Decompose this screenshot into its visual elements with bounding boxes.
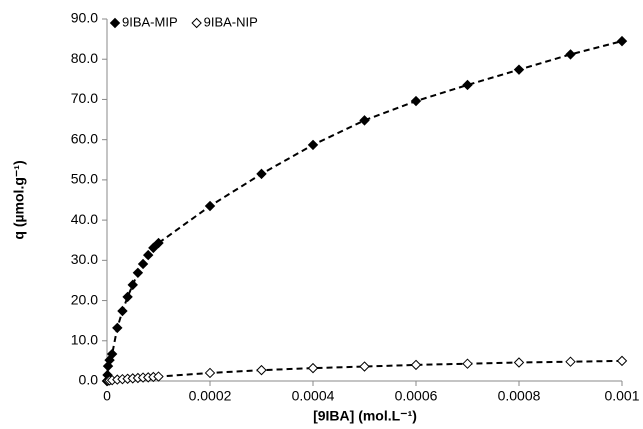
- data-point: [142, 249, 154, 261]
- legend-label: 9IBA-MIP: [122, 14, 178, 29]
- data-point: [410, 95, 422, 107]
- y-tick-label: 20.0: [71, 291, 98, 307]
- data-point: [256, 168, 267, 180]
- data-point: [462, 79, 473, 91]
- x-tick-label: 0: [103, 388, 111, 404]
- legend-label: 9IBA-NIP: [204, 14, 258, 29]
- y-tick-label: 40.0: [71, 211, 98, 227]
- data-point: [132, 267, 144, 279]
- data-point: [565, 49, 576, 60]
- data-point: [359, 361, 370, 372]
- data-point: [616, 35, 628, 47]
- y-tick-label: 10.0: [71, 331, 98, 347]
- data-point: [117, 305, 128, 317]
- data-point: [513, 357, 525, 368]
- legend-marker: [191, 17, 202, 29]
- y-tick-label: 70.0: [71, 90, 98, 106]
- data-point: [137, 258, 149, 270]
- data-point: [122, 291, 133, 303]
- data-point: [565, 356, 576, 367]
- data-point: [106, 348, 118, 360]
- data-point: [148, 242, 159, 254]
- data-point: [462, 358, 473, 369]
- y-tick-label: 60.0: [71, 130, 98, 146]
- data-point: [616, 355, 628, 367]
- x-tick-label: 0.0008: [498, 388, 541, 404]
- data-point: [256, 364, 267, 376]
- x-axis-title: [9IBA] (mol.L⁻¹): [313, 408, 417, 424]
- y-tick-label: 30.0: [71, 251, 98, 267]
- data-point: [307, 139, 319, 151]
- x-tick-label: 0.0004: [292, 388, 335, 404]
- data-point: [359, 115, 370, 126]
- data-point: [204, 367, 216, 379]
- y-tick-label: 0.0: [79, 372, 99, 388]
- fit-line: [106, 40, 623, 382]
- data-point: [127, 279, 138, 291]
- legend-marker: [109, 17, 121, 29]
- y-tick-label: 80.0: [71, 50, 98, 66]
- y-axis-title: q (µmol.g⁻¹): [11, 160, 27, 239]
- y-tick-label: 90.0: [71, 10, 98, 26]
- data-point: [513, 64, 525, 75]
- x-tick-label: 0.0006: [395, 388, 438, 404]
- data-point: [410, 359, 422, 371]
- data-point: [307, 362, 319, 374]
- data-point: [153, 371, 164, 382]
- data-point: [112, 322, 123, 334]
- x-tick-label: 0.001: [604, 388, 639, 404]
- x-tick-label: 0.0002: [189, 388, 232, 404]
- data-point: [204, 200, 216, 212]
- y-tick-label: 50.0: [71, 171, 98, 187]
- data-point: [153, 237, 164, 249]
